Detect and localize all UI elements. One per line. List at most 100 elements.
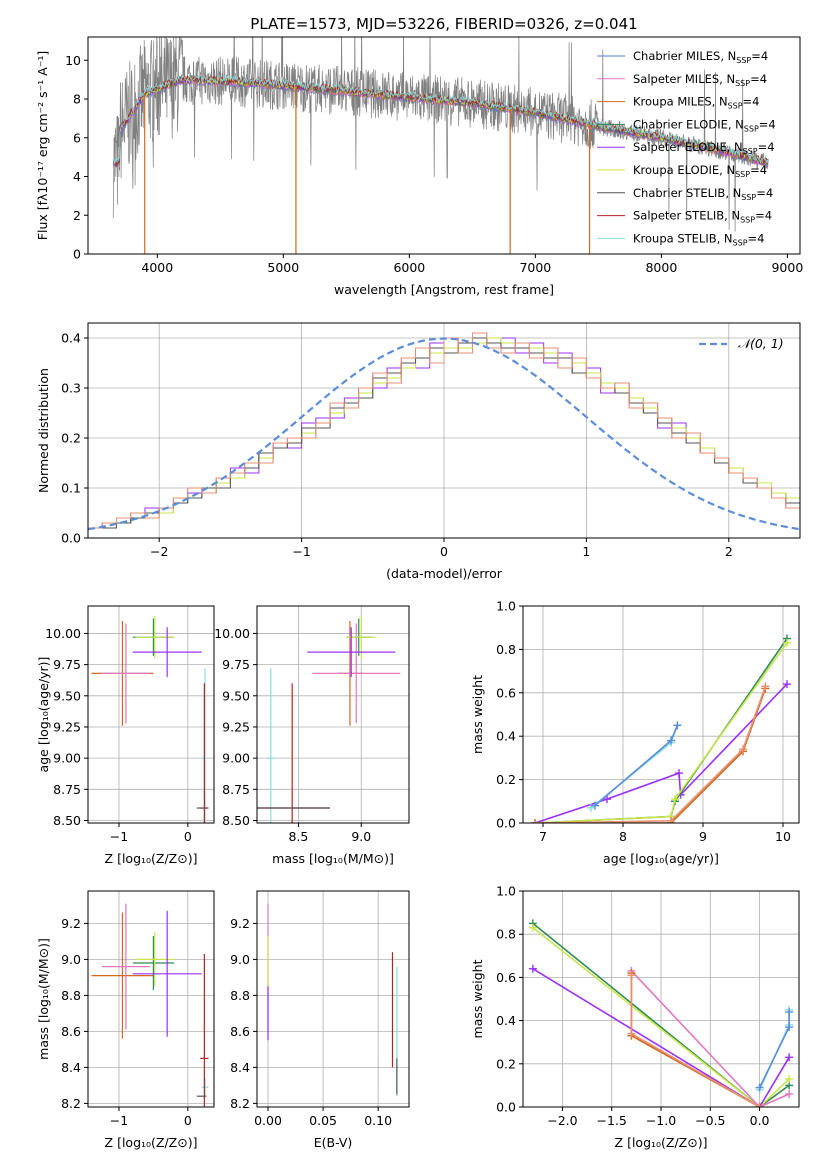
plus-marker [785, 1090, 794, 1099]
x-tick-label: 0.05 [309, 1113, 337, 1128]
legend-label: Chabrier MILES, NSSP=4 [633, 49, 768, 65]
y-tick-label: 9.00 [222, 751, 250, 766]
y-axis-label: age [log₁₀(age/yr)] [36, 657, 51, 773]
y-tick-label: 6 [73, 130, 81, 145]
y-tick-label: 0.2 [496, 772, 516, 787]
y-tick-label: 8.4 [61, 1060, 81, 1075]
plus-marker [627, 1029, 636, 1038]
legend-label: Kroupa ELODIE, NSSP=4 [633, 163, 767, 179]
plus-marker [755, 1103, 764, 1107]
y-tick-label: 8.8 [61, 988, 81, 1003]
x-tick-label: 1 [582, 544, 590, 559]
error-bar-point [307, 627, 396, 678]
plus-marker [783, 680, 791, 689]
x-axis-label: Z [log₁₀(Z/Z⊙)] [615, 1135, 708, 1150]
x-tick-label: 9000 [771, 260, 803, 275]
mass-weight-line [590, 725, 679, 809]
y-tick-label: 8.8 [230, 988, 250, 1003]
x-tick-label: 5000 [267, 260, 299, 275]
axes-frame [87, 36, 801, 255]
y-tick-label: 9.75 [222, 657, 250, 672]
plot-area [88, 323, 800, 538]
legend-label: Kroupa MILES, NSSP=4 [633, 95, 759, 111]
y-tick-label: 9.00 [53, 751, 81, 766]
y-tick-label: 8 [73, 92, 81, 107]
plus-marker [785, 1023, 794, 1032]
y-tick-label: 9.25 [53, 719, 81, 734]
y-tick-label: 10 [65, 53, 81, 68]
legend-label: Chabrier ELODIE, NSSP=4 [633, 117, 776, 133]
x-axis-label: wavelength [Angstrom, rest frame] [334, 282, 554, 297]
error-bar-point [101, 903, 150, 1030]
y-tick-label: 1.0 [496, 884, 516, 899]
y-axis-label: mass [log₁₀(M/M⊙)] [36, 938, 51, 1060]
plus-marker [528, 964, 537, 973]
chart-panel-1: Chabrier MILES, NSSP=4 Salpeter MILES, NS… [35, 15, 803, 297]
x-tick-label: −2.0 [547, 1113, 577, 1128]
y-tick-label: 8.75 [53, 782, 81, 797]
x-tick-label: 0.0 [750, 1113, 770, 1128]
error-bar-point [200, 954, 209, 1107]
y-tick-label: 0.8 [496, 642, 516, 657]
plot-area [523, 606, 799, 823]
error-bar-point [201, 1078, 209, 1097]
y-tick-label: 9.75 [53, 657, 81, 672]
legend: 𝒩(0, 1) [699, 336, 784, 351]
y-tick-label: 8.4 [230, 1060, 250, 1075]
y-tick-label: 0.1 [61, 481, 81, 496]
plus-marker [667, 816, 675, 823]
y-tick-label: 0.0 [496, 1100, 516, 1115]
plus-marker [671, 795, 679, 804]
x-axis-label: mass [log₁₀(M/M⊙)] [272, 851, 394, 866]
y-tick-label: 0.4 [496, 1013, 516, 1028]
mass-weight-line [534, 642, 788, 823]
gaussian-curve [88, 337, 800, 531]
x-tick-label: 0.10 [364, 1113, 392, 1128]
axes-frame [256, 890, 410, 1108]
y-tick-label: 8.2 [61, 1096, 81, 1111]
model-spectrum-line [112, 73, 769, 164]
y-tick-label: 2 [73, 208, 81, 223]
y-tick-label: 8.50 [222, 813, 250, 828]
axes-frame [522, 605, 800, 824]
plus-marker [755, 1083, 764, 1092]
plot-area [88, 606, 214, 823]
mass-weight-line [532, 927, 790, 1107]
plus-marker [627, 971, 636, 980]
error-bar-point [312, 623, 401, 724]
plus-marker [528, 923, 537, 932]
x-tick-label: 8 [619, 829, 627, 844]
x-tick-label: 4000 [141, 260, 173, 275]
y-tick-label: 9.2 [61, 916, 81, 931]
plus-marker [783, 638, 791, 647]
x-tick-label: 8.5 [289, 829, 309, 844]
x-tick-label: −1 [110, 829, 128, 844]
y-tick-label: 8.75 [222, 782, 250, 797]
x-tick-label: 6000 [393, 260, 425, 275]
x-tick-label: 7 [539, 829, 547, 844]
mass-weight-line [535, 688, 767, 823]
error-bar-point [135, 932, 175, 987]
plot-area [112, 37, 769, 254]
plus-marker [785, 1007, 794, 1016]
chart-panel-4: 8.5 9.0 8.50 8.75 9.00 9.25 9.50 9.75 10.00 mass … [214, 605, 410, 866]
x-tick-label: 2 [725, 544, 733, 559]
x-tick-label: 0 [440, 544, 448, 559]
x-tick-label: 10 [775, 829, 791, 844]
y-tick-label: 8.6 [230, 1024, 250, 1039]
plus-marker [675, 769, 683, 778]
x-tick-label: −2 [150, 544, 168, 559]
x-tick-label: 7000 [519, 260, 551, 275]
plus-marker [739, 745, 747, 754]
y-tick-label: 9.0 [61, 952, 81, 967]
x-axis-label: (data-model)/error [386, 566, 503, 581]
y-tick-label: 8.2 [230, 1096, 250, 1111]
error-bar-point [132, 910, 202, 1037]
mass-weight-line [630, 970, 790, 1107]
x-tick-label: −0.5 [695, 1113, 725, 1128]
y-tick-label: 9.25 [222, 719, 250, 734]
chart-panel-8: −2.0 −1.5 −1.0 −0.5 0.0 0.0 0.2 0.4 0.6 0.8 1.0 Z [… [470, 884, 800, 1150]
chart-panel-3: −1 0 8.50 8.75 9.00 9.25 9.50 9.75 10.00 Z [log₁₀… [36, 605, 215, 866]
y-tick-label: 0.0 [61, 531, 81, 546]
